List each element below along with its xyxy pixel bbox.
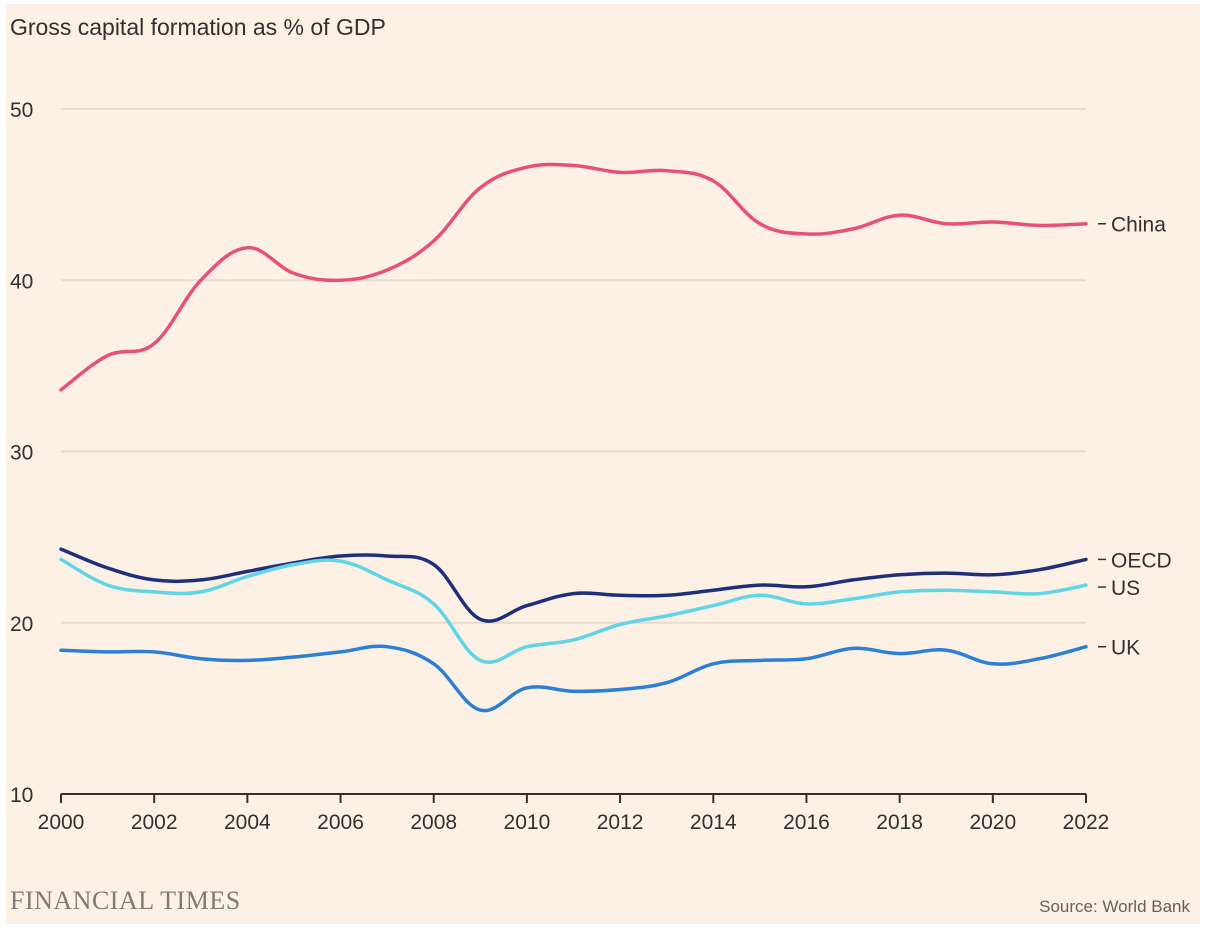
series-line-china [59, 162, 1088, 392]
y-tick-label: 50 [10, 99, 33, 122]
series-lines [59, 162, 1088, 713]
x-tick-label: 2002 [131, 811, 178, 834]
x-tick-label: 2016 [783, 811, 830, 834]
series-line-oecd [59, 547, 1088, 623]
x-tick-label: 2010 [504, 811, 551, 834]
source-note: Source: World Bank [1039, 897, 1190, 916]
series-label-oecd: OECD [1111, 549, 1172, 572]
x-tick-label: 2018 [876, 811, 923, 834]
x-tick-label: 2008 [410, 811, 457, 834]
y-axis-labels: 10 20 30 40 50 [10, 99, 33, 807]
series-line-uk [59, 644, 1088, 713]
y-tick-label: 10 [10, 784, 33, 807]
series-label-china: China [1111, 214, 1166, 237]
series-line-us [59, 557, 1088, 664]
x-tick-label: 2014 [690, 811, 737, 834]
y-tick-label: 30 [10, 442, 33, 465]
series-label-uk: UK [1111, 637, 1140, 660]
series-labels: China OECD US UK [1098, 214, 1172, 660]
x-tick-label: 2012 [597, 811, 644, 834]
x-tick-label: 2004 [224, 811, 271, 834]
x-axis: 2000 2002 2004 2006 2008 2010 2012 2014 2016 2018… [38, 793, 1110, 834]
y-tick-label: 40 [10, 270, 33, 293]
y-tick-label: 20 [10, 613, 33, 636]
publisher-logo: FINANCIAL TIMES [10, 886, 241, 915]
chart-title: Gross capital formation as % of GDP [10, 14, 386, 40]
series-label-us: US [1111, 577, 1140, 600]
x-tick-label: 2022 [1063, 811, 1110, 834]
x-tick-label: 2000 [38, 811, 85, 834]
x-tick-label: 2020 [969, 811, 1016, 834]
line-chart: 2000 2002 2004 2006 2008 2010 2012 2014 2016 2018… [10, 99, 1172, 834]
chart-panel: Gross capital formation as % of GDP 2000… [6, 4, 1200, 924]
x-tick-label: 2006 [317, 811, 364, 834]
gridlines [61, 108, 1086, 624]
